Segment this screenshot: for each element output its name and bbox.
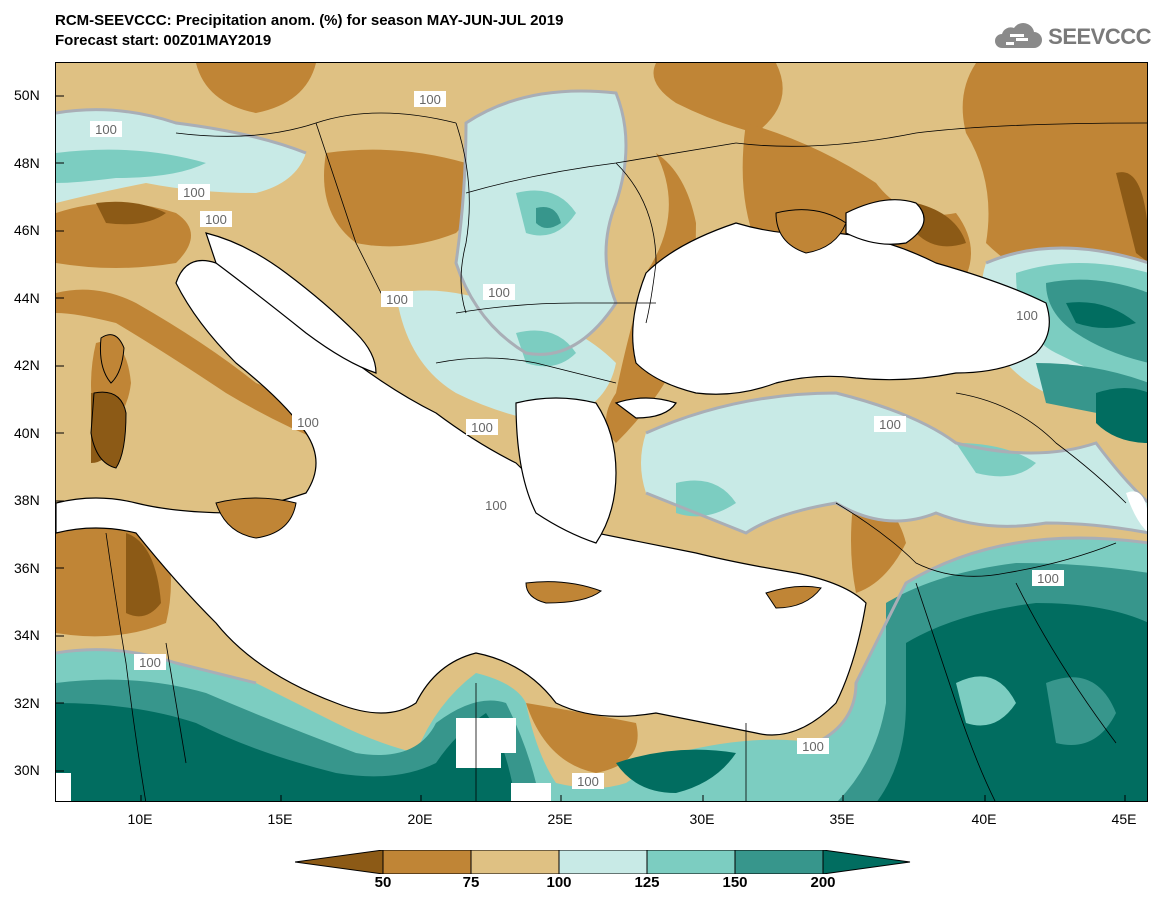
colorbar-segment-100-125	[558, 850, 648, 874]
contour-label: 100	[797, 738, 829, 754]
contour-label: 100	[90, 121, 122, 137]
aegean-sea	[515, 397, 617, 544]
contour-label-text: 100	[577, 774, 599, 789]
contour-label-text: 100	[488, 285, 510, 300]
contour-label-text: 100	[419, 92, 441, 107]
lon-label-40e: 40E	[971, 811, 997, 827]
lat-label-46n: 46N	[14, 222, 40, 238]
colorbar-label-200: 200	[810, 874, 836, 891]
contour-label: 100	[292, 414, 324, 430]
cloud-icon	[995, 23, 1043, 48]
lon-label-20e: 20E	[407, 811, 433, 827]
wet-anomaly-regions	[56, 91, 1147, 801]
crimea	[775, 209, 847, 254]
seevccc-logo: SEEVCCC	[992, 22, 1151, 52]
contour-label: 100	[178, 184, 210, 200]
contour-label: 100	[480, 497, 512, 513]
lake-block-2	[511, 783, 551, 801]
lon-label-35e: 35E	[829, 811, 855, 827]
contour-label-text: 100	[802, 739, 824, 754]
sea-areas	[56, 199, 1147, 801]
lat-label-38n: 38N	[14, 492, 40, 508]
lon-label-30e: 30E	[689, 811, 715, 827]
map-panel: 100 100 100 100 100 100 100 100 100 100 …	[55, 62, 1148, 802]
contour-label-text: 100	[485, 498, 507, 513]
lat-label-40n: 40N	[14, 425, 40, 441]
contour-label-text: 100	[183, 185, 205, 200]
forecast-start-subtitle: Forecast start: 00Z01MAY2019	[55, 32, 272, 49]
crete	[525, 581, 603, 604]
contour-label-text: 100	[471, 420, 493, 435]
logo-text: SEEVCCC	[1048, 24, 1151, 49]
colorbar-segment-below-50	[295, 850, 384, 874]
contour-label: 100	[874, 416, 906, 432]
lon-label-45e: 45E	[1111, 811, 1137, 827]
colorbar	[295, 850, 911, 874]
adriatic-sea	[205, 232, 377, 374]
lon-label-15e: 15E	[267, 811, 293, 827]
contour-100-lines	[56, 89, 1147, 745]
contour-label: 100	[1011, 307, 1043, 323]
lat-label-48n: 48N	[14, 155, 40, 171]
contour-label: 100	[381, 291, 413, 307]
lon-label-10e: 10E	[127, 811, 153, 827]
cyprus	[765, 585, 822, 609]
colorbar-segment-150-200	[734, 850, 824, 874]
contour-label-text: 100	[205, 212, 227, 227]
sardinia	[90, 391, 127, 469]
colorbar-label-50: 50	[374, 874, 392, 891]
colorbar-segment-125-150	[646, 850, 736, 874]
axis-ticks	[56, 95, 1126, 801]
lat-label-36n: 36N	[14, 560, 40, 576]
edge-block	[56, 773, 71, 801]
lat-label-42n: 42N	[14, 357, 40, 373]
contour-label-text: 100	[879, 417, 901, 432]
colorbar-segment-75-100	[470, 850, 560, 874]
colorbar-label-100: 100	[546, 874, 572, 891]
contour-label: 100	[200, 211, 232, 227]
sicily	[215, 497, 297, 539]
contour-label: 100	[466, 419, 498, 435]
islands	[90, 334, 822, 609]
colorbar-segment-above-200	[822, 850, 911, 874]
lat-label-30n: 30N	[14, 762, 40, 778]
colorbar-segment-50-75	[382, 850, 472, 874]
contour-label: 100	[483, 284, 515, 300]
contour-label: 100	[134, 654, 166, 670]
corsica	[100, 334, 125, 384]
lat-label-34n: 34N	[14, 627, 40, 643]
contour-label-text: 100	[139, 655, 161, 670]
contour-label: 100	[1032, 570, 1064, 586]
colorbar-label-125: 125	[634, 874, 660, 891]
contour-label-text: 100	[1037, 571, 1059, 586]
sea-of-azov	[845, 199, 925, 245]
contour-label: 100	[414, 91, 446, 107]
sea-marmara	[614, 397, 677, 419]
map-canvas: 100 100 100 100 100 100 100 100 100 100 …	[56, 63, 1147, 801]
lat-label-44n: 44N	[14, 290, 40, 306]
colorbar-label-75: 75	[462, 874, 480, 891]
contour-label-text: 100	[386, 292, 408, 307]
contour-label-text: 100	[1016, 308, 1038, 323]
contour-label-text: 100	[95, 122, 117, 137]
lat-label-32n: 32N	[14, 695, 40, 711]
lake-nasser-block-1	[456, 718, 516, 768]
country-borders	[105, 112, 1147, 801]
colorbar-label-150: 150	[722, 874, 748, 891]
contour-label-text: 100	[297, 415, 319, 430]
contour-labels: 100 100 100 100 100 100 100 100 100 100 …	[90, 91, 1064, 789]
lat-label-50n: 50N	[14, 87, 40, 103]
map-title: RCM-SEEVCCC: Precipitation anom. (%) for…	[55, 12, 564, 29]
contour-label: 100	[572, 773, 604, 789]
caspian-edge	[1126, 491, 1147, 532]
lon-label-25e: 25E	[547, 811, 573, 827]
